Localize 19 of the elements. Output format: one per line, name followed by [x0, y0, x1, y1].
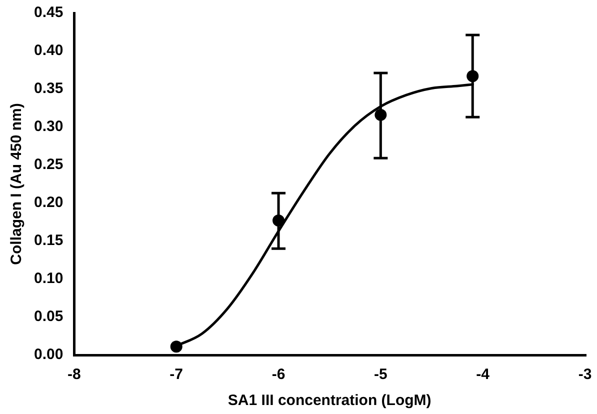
y-tick-label: 0.00 [34, 346, 64, 364]
x-tick-label: -7 [170, 366, 184, 384]
point [170, 340, 182, 353]
y-tick-label: 0.25 [34, 156, 64, 174]
x-tick-label: -3 [578, 366, 592, 384]
x-tick-label: -4 [476, 366, 490, 384]
y-tick-label: 0.10 [34, 270, 64, 288]
y-axis-title: Collagen I (Au 450 nm) [8, 103, 26, 265]
y-tick-label: 0.15 [34, 232, 64, 250]
x-axis-title: SA1 III concentration (LogM) [228, 392, 432, 410]
y-tick-label: 0.30 [34, 118, 64, 136]
x-tick-label: -6 [272, 366, 286, 384]
x-tick-label: -8 [68, 366, 81, 384]
y-tick-label: 0.20 [34, 194, 64, 212]
y-tick-label: 0.40 [34, 42, 64, 60]
y-tick-label: 0.35 [34, 80, 64, 98]
x-tick-label: -5 [374, 366, 388, 384]
y-tick-label: 0.45 [34, 4, 64, 22]
y-tick-label: 0.05 [34, 308, 64, 326]
